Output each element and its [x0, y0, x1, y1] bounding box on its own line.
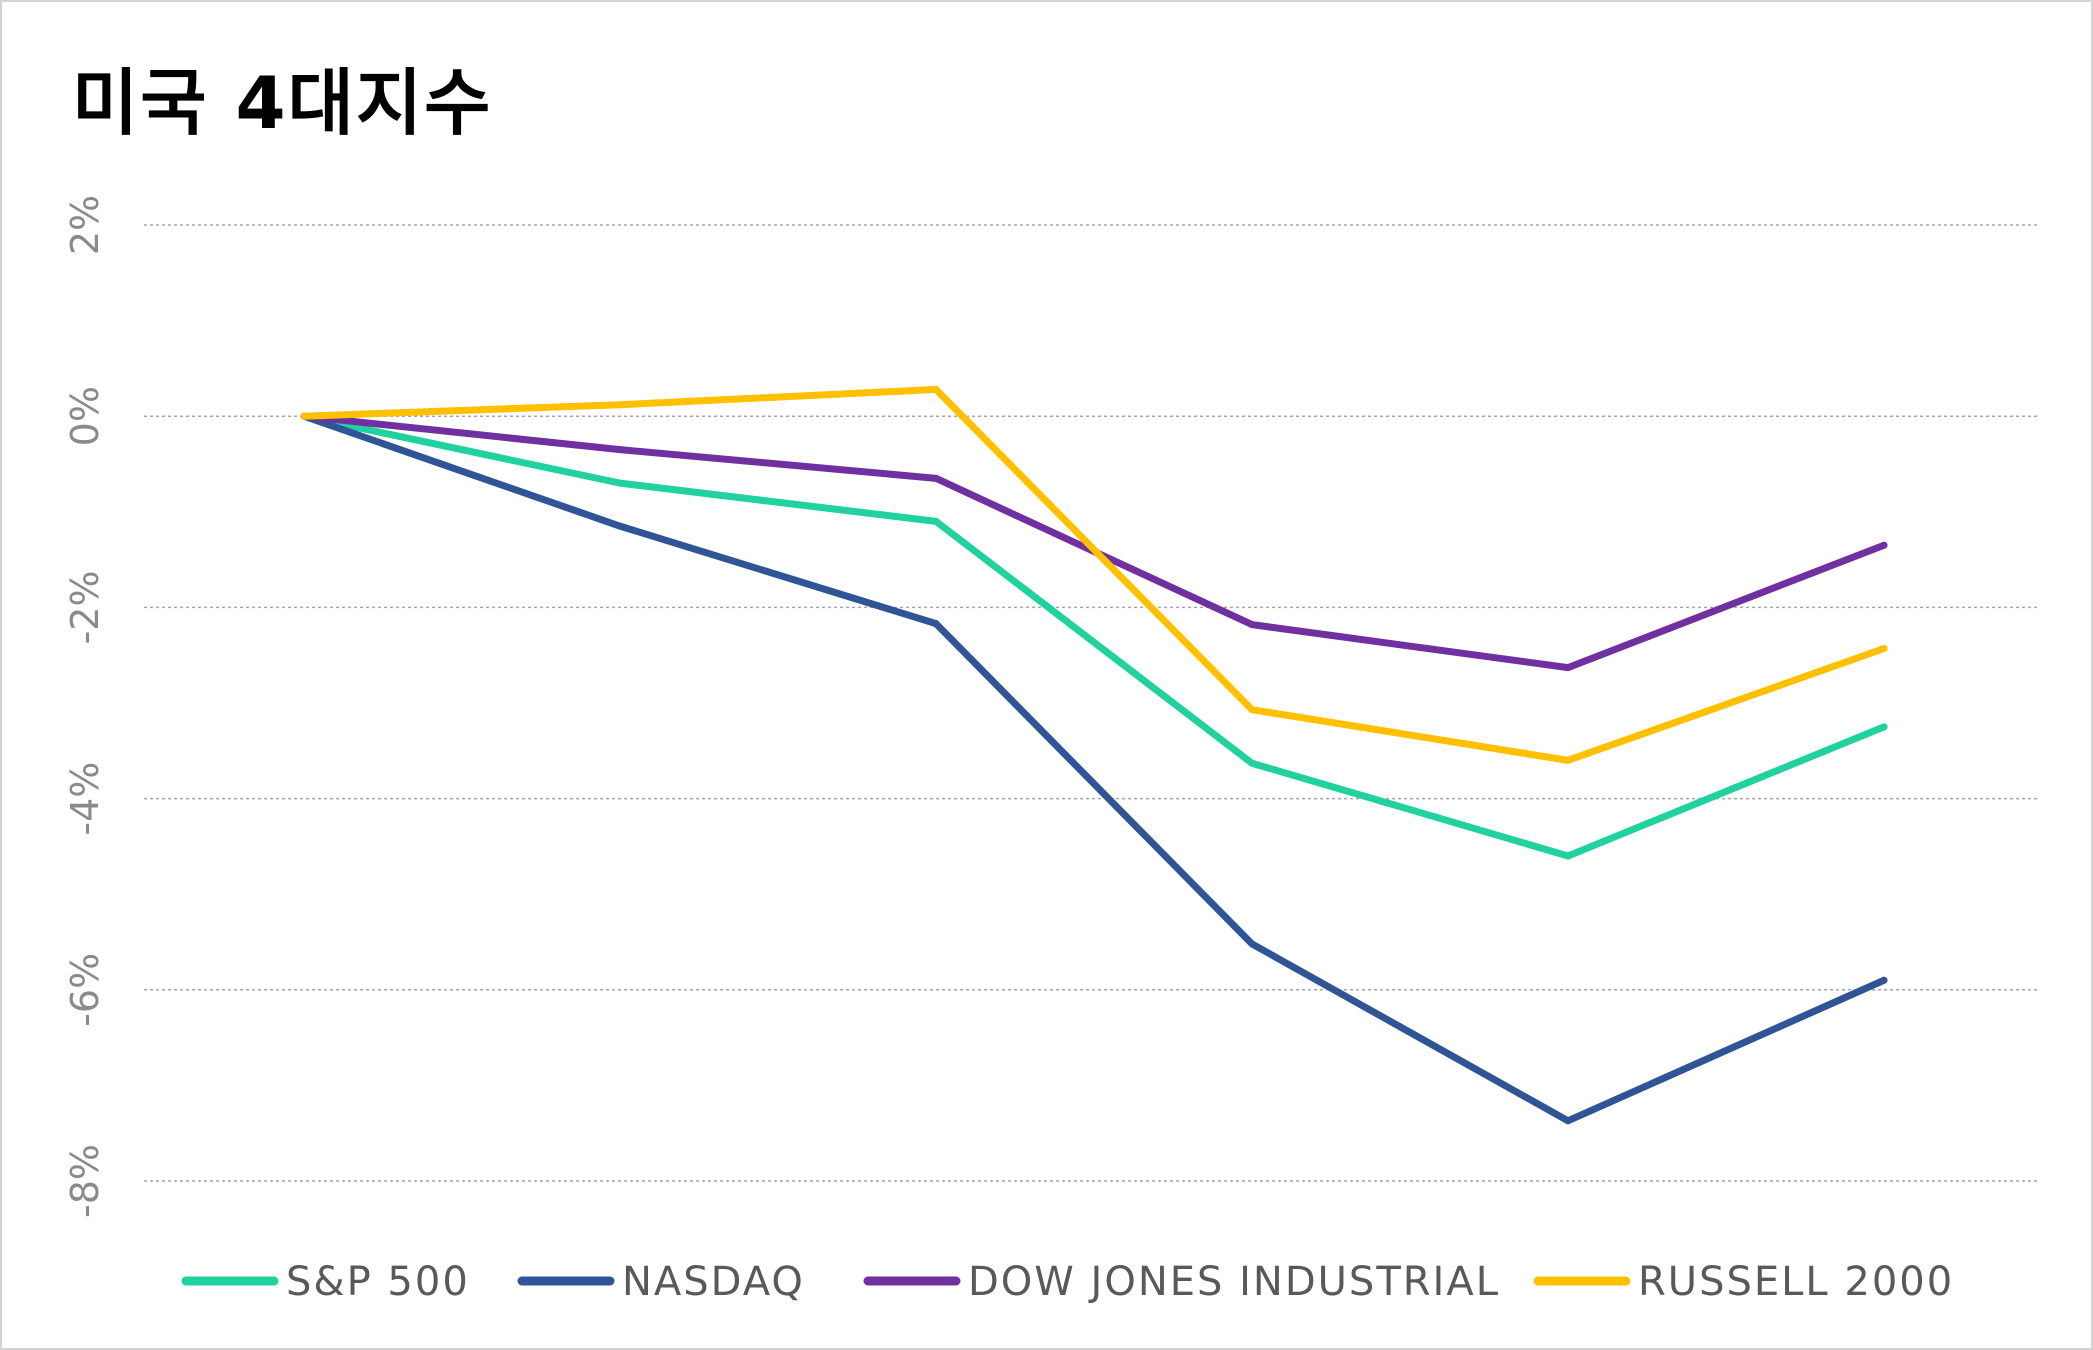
data-point [1880, 645, 1888, 653]
data-point [616, 479, 624, 487]
series-lines [300, 385, 1888, 1125]
data-point [1564, 664, 1572, 672]
data-point [932, 474, 940, 482]
y-tick-label: -4% [63, 762, 107, 836]
legend: S&P 500 NASDAQ DOW JONES INDUSTRIAL RUSSELL… [181, 1259, 1954, 1305]
y-tick-label: -6% [63, 953, 107, 1027]
data-point [932, 620, 940, 628]
data-point [1564, 1117, 1572, 1125]
y-axis-ticks: 2% 0% -2% -4% -6% -8% [63, 195, 107, 1218]
series-line-3 [300, 385, 1888, 764]
series-line-1 [300, 412, 1888, 1125]
data-point [300, 412, 308, 420]
data-point [1248, 759, 1256, 767]
data-point [1880, 723, 1888, 731]
data-point [1248, 621, 1256, 629]
data-point [1880, 541, 1888, 549]
series-line-0 [300, 412, 1888, 860]
y-tick-label: 2% [63, 195, 107, 255]
data-point [1880, 976, 1888, 984]
chart-title: 미국 4대지수 [72, 61, 493, 145]
data-point [616, 401, 624, 409]
y-tick-label: 0% [63, 386, 107, 446]
legend-label: DOW JONES INDUSTRIAL [968, 1259, 1500, 1305]
data-point [1564, 852, 1572, 860]
data-point [616, 446, 624, 454]
data-point [932, 517, 940, 525]
legend-label: S&P 500 [286, 1259, 470, 1305]
legend-label: RUSSELL 2000 [1638, 1259, 1954, 1305]
data-point [616, 522, 624, 530]
data-point [1248, 940, 1256, 948]
legend-label: NASDAQ [622, 1259, 805, 1305]
y-tick-label: -8% [63, 1144, 107, 1218]
series-line-2 [300, 412, 1888, 672]
y-tick-label: -2% [63, 570, 107, 644]
data-point [1248, 706, 1256, 714]
data-point [1564, 756, 1572, 764]
data-point [932, 385, 940, 393]
